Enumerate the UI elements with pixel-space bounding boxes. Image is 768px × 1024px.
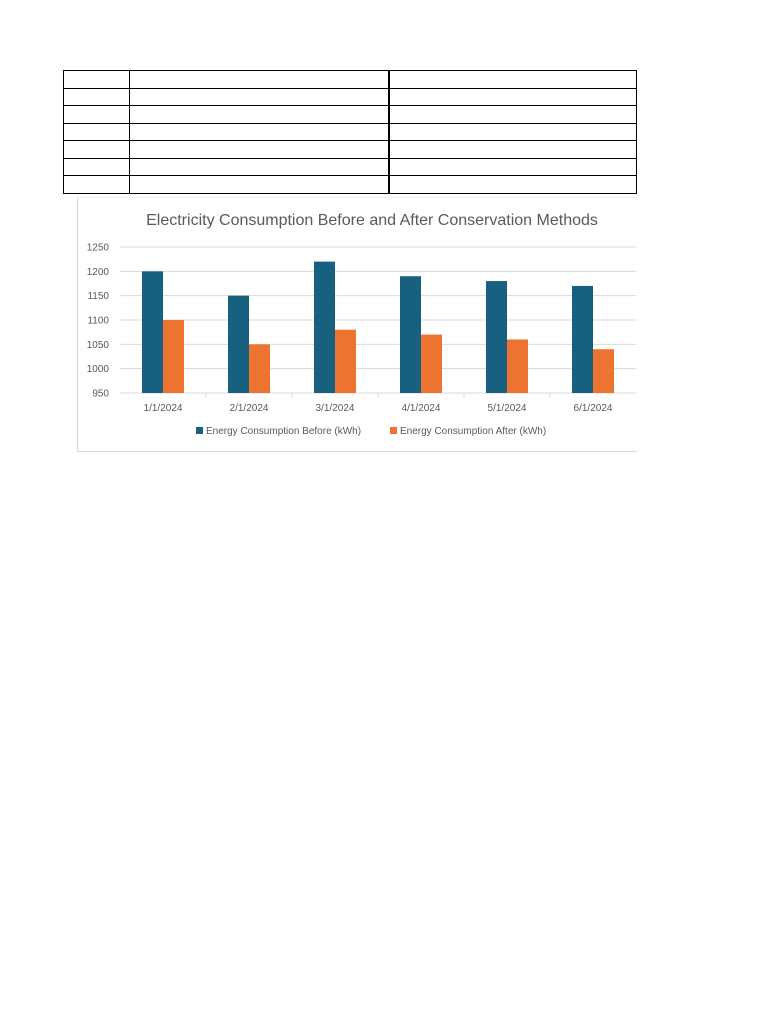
sheet-row xyxy=(63,87,637,107)
sheet-cell[interactable] xyxy=(388,105,637,124)
sheet-cell[interactable] xyxy=(129,175,390,194)
chart-title: Electricity Consumption Before and After… xyxy=(146,212,598,229)
x-tick-label: 1/1/2024 xyxy=(144,403,183,414)
bar-after xyxy=(507,339,528,393)
y-axis-ticks: 950 1000 1050 1100 1150 1200 1250 xyxy=(87,243,110,400)
chart-area[interactable]: Electricity Consumption Before and After… xyxy=(77,197,637,452)
sheet-row xyxy=(63,105,637,124)
legend: Energy Consumption Before (kWh) Energy Co… xyxy=(196,426,546,437)
bar-after xyxy=(163,320,184,393)
y-tick-label: 950 xyxy=(92,389,109,400)
sheet-cell[interactable] xyxy=(63,87,130,107)
y-tick-label: 1150 xyxy=(87,291,109,302)
bar-after xyxy=(593,349,614,393)
bar-before xyxy=(228,295,249,393)
bars xyxy=(142,261,614,393)
x-tick-label: 4/1/2024 xyxy=(402,403,441,414)
sheet-cell[interactable] xyxy=(388,175,637,194)
sheet-cell[interactable] xyxy=(63,122,130,142)
bar-before xyxy=(142,271,163,393)
x-tick-label: 3/1/2024 xyxy=(316,403,355,414)
y-tick-label: 1000 xyxy=(87,364,110,375)
sheet-cell[interactable] xyxy=(129,70,390,89)
sheet-cell[interactable] xyxy=(388,70,637,89)
sheet-cell[interactable] xyxy=(63,105,130,124)
sheet-cell[interactable] xyxy=(129,140,390,159)
sheet-cell[interactable] xyxy=(63,157,130,177)
sheet-cell[interactable] xyxy=(63,140,130,159)
x-axis-ticks: 1/1/2024 2/1/2024 3/1/2024 4/1/2024 5/1/2024… xyxy=(144,393,613,414)
sheet-row xyxy=(63,140,637,159)
y-tick-label: 1050 xyxy=(87,340,110,351)
spreadsheet-grid xyxy=(63,70,637,194)
legend-swatch xyxy=(196,427,203,434)
legend-label: Energy Consumption Before (kWh) xyxy=(206,426,361,437)
sheet-cell[interactable] xyxy=(63,70,130,89)
x-tick-label: 2/1/2024 xyxy=(230,403,269,414)
sheet-cell[interactable] xyxy=(129,87,390,107)
bar-before xyxy=(572,285,593,393)
bar-chart: Electricity Consumption Before and After… xyxy=(87,212,636,437)
y-tick-label: 1100 xyxy=(87,316,109,327)
sheet-cell[interactable] xyxy=(388,122,637,142)
sheet-cell[interactable] xyxy=(388,87,637,107)
sheet-row xyxy=(63,157,637,177)
sheet-row xyxy=(63,122,637,142)
bar-before xyxy=(486,281,507,393)
sheet-row xyxy=(63,175,637,194)
bar-after xyxy=(249,344,270,393)
sheet-cell[interactable] xyxy=(129,157,390,177)
bar-after xyxy=(335,329,356,393)
sheet-cell[interactable] xyxy=(388,140,637,159)
sheet-cell[interactable] xyxy=(129,122,390,142)
y-tick-label: 1200 xyxy=(87,267,110,278)
bar-after xyxy=(421,334,442,393)
sheet-row xyxy=(63,70,637,89)
legend-label: Energy Consumption After (kWh) xyxy=(400,426,546,437)
sheet-cell[interactable] xyxy=(63,175,130,194)
bar-before xyxy=(314,261,335,393)
bar-before xyxy=(400,276,421,393)
x-tick-label: 5/1/2024 xyxy=(488,403,527,414)
sheet-cell[interactable] xyxy=(388,157,637,177)
sheet-cell[interactable] xyxy=(129,105,390,124)
x-tick-label: 6/1/2024 xyxy=(574,403,613,414)
legend-swatch xyxy=(390,427,397,434)
y-tick-label: 1250 xyxy=(87,243,110,254)
gridlines xyxy=(120,246,636,394)
